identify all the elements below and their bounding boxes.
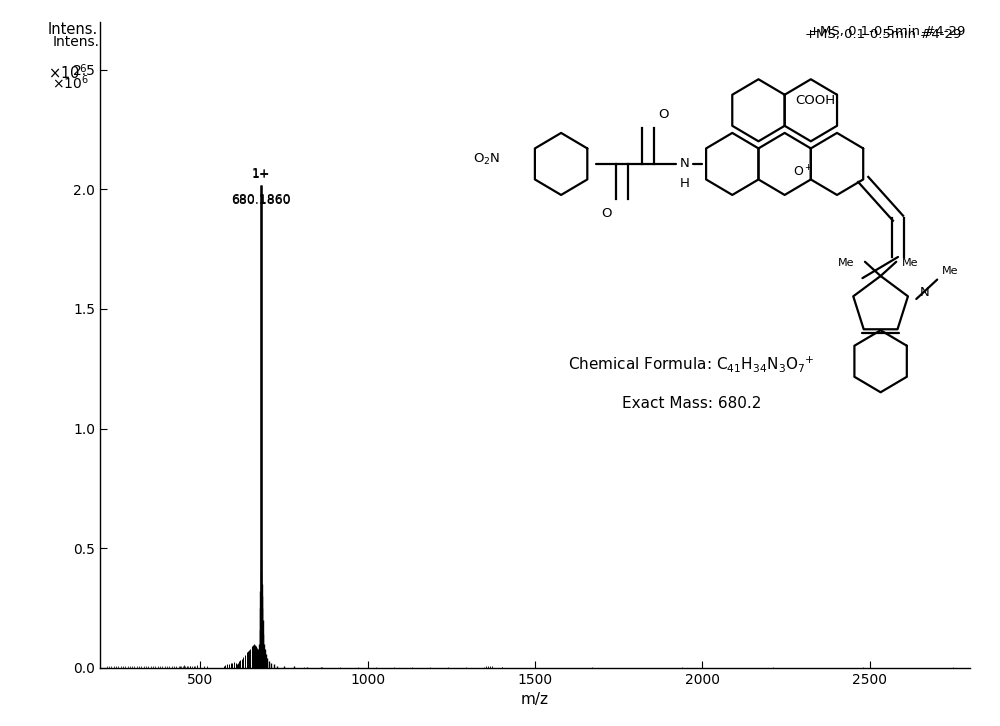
Text: O$_2$N: O$_2$N bbox=[473, 152, 500, 167]
Text: ×10$^6$: ×10$^6$ bbox=[52, 73, 89, 92]
Text: N: N bbox=[920, 286, 930, 299]
Text: Intens.: Intens. bbox=[48, 22, 98, 37]
Text: Me: Me bbox=[838, 258, 855, 268]
Text: H: H bbox=[680, 177, 690, 189]
Text: O: O bbox=[601, 207, 611, 220]
Text: 680.1860: 680.1860 bbox=[231, 193, 290, 206]
Text: O: O bbox=[658, 107, 669, 121]
Text: Intens.: Intens. bbox=[52, 35, 99, 49]
Text: Me: Me bbox=[942, 266, 958, 277]
Text: Chemical Formula: C$_{41}$H$_{34}$N$_{3}$O$_{7}$$^{+}$: Chemical Formula: C$_{41}$H$_{34}$N$_{3}… bbox=[568, 354, 815, 374]
Text: Exact Mass: 680.2: Exact Mass: 680.2 bbox=[622, 396, 761, 410]
Text: 1+: 1+ bbox=[251, 167, 270, 180]
Text: COOH: COOH bbox=[796, 94, 836, 107]
Text: ×10$^6$: ×10$^6$ bbox=[48, 64, 87, 83]
Text: +MS, 0.1-0.5min #4-29: +MS, 0.1-0.5min #4-29 bbox=[809, 25, 966, 38]
Text: N: N bbox=[680, 158, 690, 171]
Text: 680.1860: 680.1860 bbox=[231, 194, 290, 207]
Text: +MS, 0.1-0.5min #4-29: +MS, 0.1-0.5min #4-29 bbox=[805, 28, 961, 41]
Text: Me: Me bbox=[902, 258, 919, 268]
X-axis label: m/z: m/z bbox=[521, 693, 549, 707]
Text: 1+: 1+ bbox=[251, 168, 270, 181]
Text: O$^+$: O$^+$ bbox=[793, 164, 813, 179]
